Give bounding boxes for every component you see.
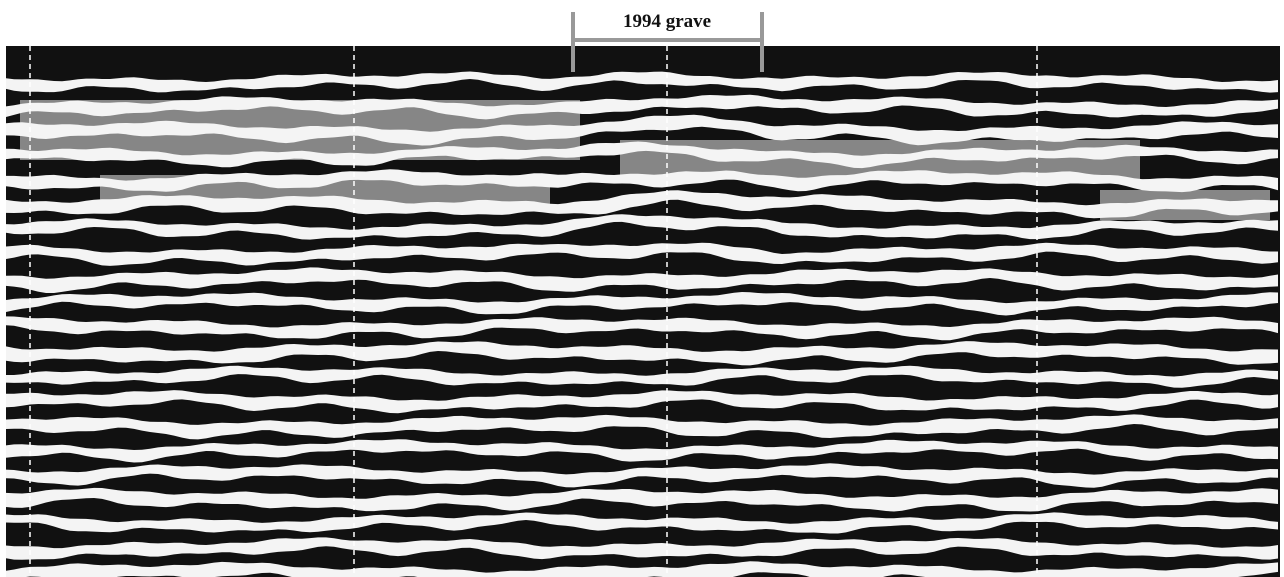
dashed-markers xyxy=(29,46,1038,577)
reflection-band xyxy=(6,365,1278,388)
reflection-band xyxy=(6,414,1278,440)
reflection-band xyxy=(6,94,1278,120)
reflection-band xyxy=(6,114,1278,146)
reflection-band xyxy=(6,169,1278,193)
reflection-band xyxy=(6,292,1278,316)
reflection-bands xyxy=(6,71,1278,577)
grave-bracket: 1994 grave xyxy=(571,11,764,72)
reflection-band xyxy=(6,316,1278,341)
reflection-band xyxy=(6,390,1278,414)
reflection-band xyxy=(6,190,1278,219)
reflection-band xyxy=(6,341,1278,366)
reflection-band xyxy=(6,487,1278,512)
reflection-band xyxy=(6,439,1278,463)
reflection-band xyxy=(6,561,1278,577)
grave-label: 1994 grave xyxy=(623,11,711,32)
reflection-band xyxy=(6,537,1278,560)
reflection-band xyxy=(6,512,1278,534)
reflection-band xyxy=(6,242,1278,266)
reflection-band xyxy=(6,71,1278,93)
reflection-band xyxy=(6,214,1278,240)
reflection-band xyxy=(6,463,1278,488)
reflection-band xyxy=(6,267,1278,293)
reflection-band xyxy=(6,141,1278,169)
